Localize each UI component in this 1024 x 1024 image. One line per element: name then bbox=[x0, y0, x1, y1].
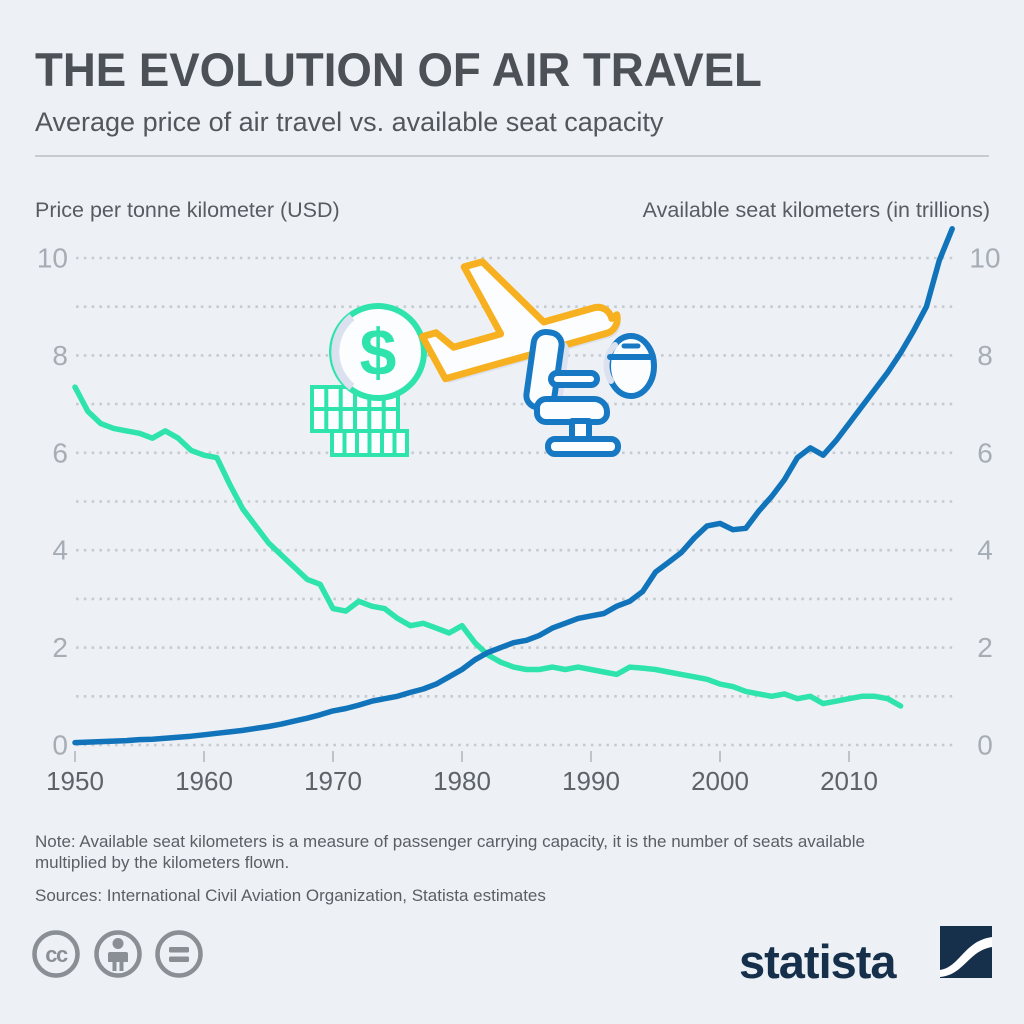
x-tick-label-1960: 1960 bbox=[175, 766, 233, 796]
page-subtitle: Average price of air travel vs. availabl… bbox=[35, 107, 664, 137]
x-tick-label-2000: 2000 bbox=[691, 766, 749, 796]
sources-text: Sources: International Civil Aviation Or… bbox=[35, 886, 546, 905]
price-line bbox=[72, 384, 904, 709]
right-axis-label: Available seat kilometers (in trillions) bbox=[642, 198, 990, 222]
x-tick-label-1970: 1970 bbox=[304, 766, 362, 796]
license-icons: cc bbox=[32, 930, 203, 978]
airplane-window-icon bbox=[603, 333, 657, 399]
x-tick-label-2010: 2010 bbox=[820, 766, 878, 796]
statista-logo-mark bbox=[940, 926, 992, 978]
y-tick-left-0: 0 bbox=[52, 730, 68, 761]
seat-kilometers-line bbox=[72, 226, 955, 746]
y-tick-left-8: 8 bbox=[52, 340, 68, 371]
statista-logo-text: statista bbox=[739, 935, 897, 988]
left-axis-label: Price per tonne kilometer (USD) bbox=[35, 198, 340, 222]
dollar-coin-icon: $ bbox=[329, 303, 427, 401]
y-tick-right-2: 2 bbox=[977, 632, 993, 663]
axis-ticks-and-labels: 0 0 2 2 4 4 6 6 8 8 10 10 1950 1960 1970 1980 1990 2000 20… bbox=[37, 243, 1001, 797]
cc-glyph: cc bbox=[45, 942, 68, 967]
data-series bbox=[72, 226, 955, 746]
airplane-icon bbox=[419, 258, 621, 384]
x-tick-label-1950: 1950 bbox=[46, 766, 104, 796]
header-divider bbox=[35, 155, 989, 157]
note-line-2: multiplied by the kilometers flown. bbox=[35, 853, 290, 872]
y-tick-left-6: 6 bbox=[52, 437, 68, 468]
attribution-person-icon bbox=[94, 930, 142, 978]
y-tick-left-4: 4 bbox=[52, 535, 68, 566]
x-tick-label-1990: 1990 bbox=[562, 766, 620, 796]
y-tick-right-8: 8 bbox=[977, 340, 993, 371]
equals-glyph bbox=[169, 947, 189, 962]
person-glyph bbox=[108, 938, 128, 971]
y-tick-left-10: 10 bbox=[37, 243, 68, 274]
y-tick-right-10: 10 bbox=[969, 243, 1000, 274]
y-tick-right-4: 4 bbox=[977, 535, 993, 566]
equals-icon bbox=[155, 930, 203, 978]
cc-icon bbox=[32, 930, 80, 978]
y-tick-right-0: 0 bbox=[977, 730, 993, 761]
note-line-1: Note: Available seat kilometers is a mea… bbox=[35, 832, 865, 851]
svg-text:$: $ bbox=[360, 315, 397, 389]
airplane-seat-icon bbox=[523, 328, 621, 457]
page-title: THE EVOLUTION OF AIR TRAVEL bbox=[35, 43, 762, 96]
x-tick-label-1980: 1980 bbox=[433, 766, 491, 796]
y-tick-left-2: 2 bbox=[52, 632, 68, 663]
y-tick-right-6: 6 bbox=[977, 437, 993, 468]
note-text: Note: Available seat kilometers is a mea… bbox=[35, 831, 865, 873]
